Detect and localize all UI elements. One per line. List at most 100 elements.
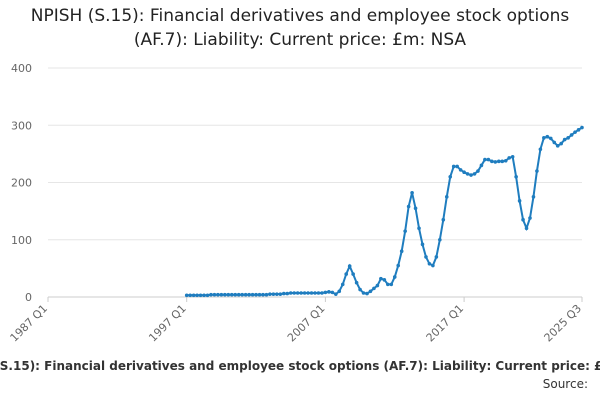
x-tick-label: 2017 Q1	[424, 302, 467, 345]
data-point	[406, 204, 411, 209]
data-point	[261, 292, 265, 297]
data-point	[427, 261, 432, 266]
data-point	[375, 283, 380, 288]
data-point	[476, 169, 480, 173]
data-point	[236, 292, 241, 297]
chart-title: NPISH (S.15): Financial derivatives and …	[30, 6, 570, 50]
data-point	[271, 292, 276, 296]
data-point	[517, 199, 522, 203]
data-point	[334, 292, 338, 296]
x-tick-label: 2025 Q3	[542, 302, 585, 345]
data-point	[257, 292, 262, 297]
data-point	[573, 130, 577, 134]
data-point	[490, 159, 494, 164]
series-line	[186, 126, 583, 297]
data-point	[216, 292, 220, 297]
data-point	[514, 174, 518, 179]
data-point	[396, 263, 401, 268]
data-point	[441, 217, 446, 222]
data-point	[250, 292, 255, 297]
data-point	[361, 291, 366, 295]
data-point	[209, 292, 213, 297]
data-point	[302, 291, 307, 295]
data-point	[521, 217, 525, 222]
data-point	[327, 290, 331, 294]
data-point	[278, 292, 283, 296]
data-point	[202, 293, 206, 298]
data-point	[337, 289, 342, 294]
data-point	[368, 289, 373, 294]
data-point	[205, 293, 210, 298]
data-point	[434, 255, 439, 259]
data-point	[295, 291, 300, 295]
data-point	[545, 134, 550, 139]
y-tick-label: 300	[11, 119, 32, 132]
data-point	[507, 156, 511, 160]
data-point	[292, 291, 296, 295]
data-point	[254, 292, 258, 297]
data-point	[212, 292, 217, 297]
data-point	[340, 282, 345, 287]
data-point	[451, 164, 456, 169]
data-point	[330, 290, 335, 295]
data-point	[229, 292, 234, 297]
data-point	[500, 159, 505, 164]
data-point	[510, 154, 515, 159]
data-point	[472, 172, 477, 176]
data-point	[569, 133, 574, 137]
data-point	[386, 282, 390, 287]
data-point	[233, 292, 238, 297]
data-point	[580, 125, 584, 130]
data-point	[496, 159, 501, 164]
data-point	[483, 157, 487, 162]
source: Source:	[543, 377, 588, 391]
data-point	[531, 195, 536, 199]
data-point	[458, 168, 463, 172]
data-point	[413, 206, 418, 211]
data-point	[285, 291, 290, 296]
data-point	[281, 291, 286, 296]
y-tick-label: 0	[25, 291, 32, 304]
data-point	[431, 263, 435, 268]
data-point	[562, 137, 567, 142]
data-point	[198, 293, 203, 298]
data-point	[410, 191, 414, 195]
y-tick-label: 100	[11, 234, 32, 247]
data-point	[306, 291, 310, 295]
data-point	[191, 293, 196, 298]
data-point	[503, 158, 508, 163]
y-tick-label: 200	[11, 177, 32, 190]
data-point	[566, 136, 570, 140]
data-point	[417, 226, 421, 231]
data-point	[548, 136, 553, 141]
data-point	[379, 276, 383, 281]
data-point	[469, 173, 473, 177]
data-point	[309, 291, 314, 295]
data-point	[559, 141, 563, 146]
data-point	[455, 164, 459, 169]
data-point	[420, 242, 425, 247]
data-point	[358, 287, 362, 292]
data-point	[323, 290, 328, 295]
data-point	[524, 226, 529, 231]
data-point	[219, 292, 224, 297]
data-point	[223, 292, 227, 297]
data-point	[555, 144, 560, 148]
data-point	[347, 264, 352, 268]
data-point	[382, 278, 387, 282]
data-point	[462, 170, 466, 174]
data-point	[316, 291, 321, 295]
data-point	[188, 293, 192, 298]
data-point	[247, 292, 251, 297]
data-point	[479, 163, 484, 168]
data-point	[538, 147, 543, 152]
data-point	[344, 272, 349, 276]
x-tick-label: 1987 Q1	[8, 302, 51, 345]
x-tick-label: 2007 Q1	[285, 302, 328, 345]
data-point	[438, 237, 442, 242]
data-point	[465, 172, 470, 176]
data-point	[535, 169, 539, 173]
y-tick-label: 400	[11, 62, 32, 75]
